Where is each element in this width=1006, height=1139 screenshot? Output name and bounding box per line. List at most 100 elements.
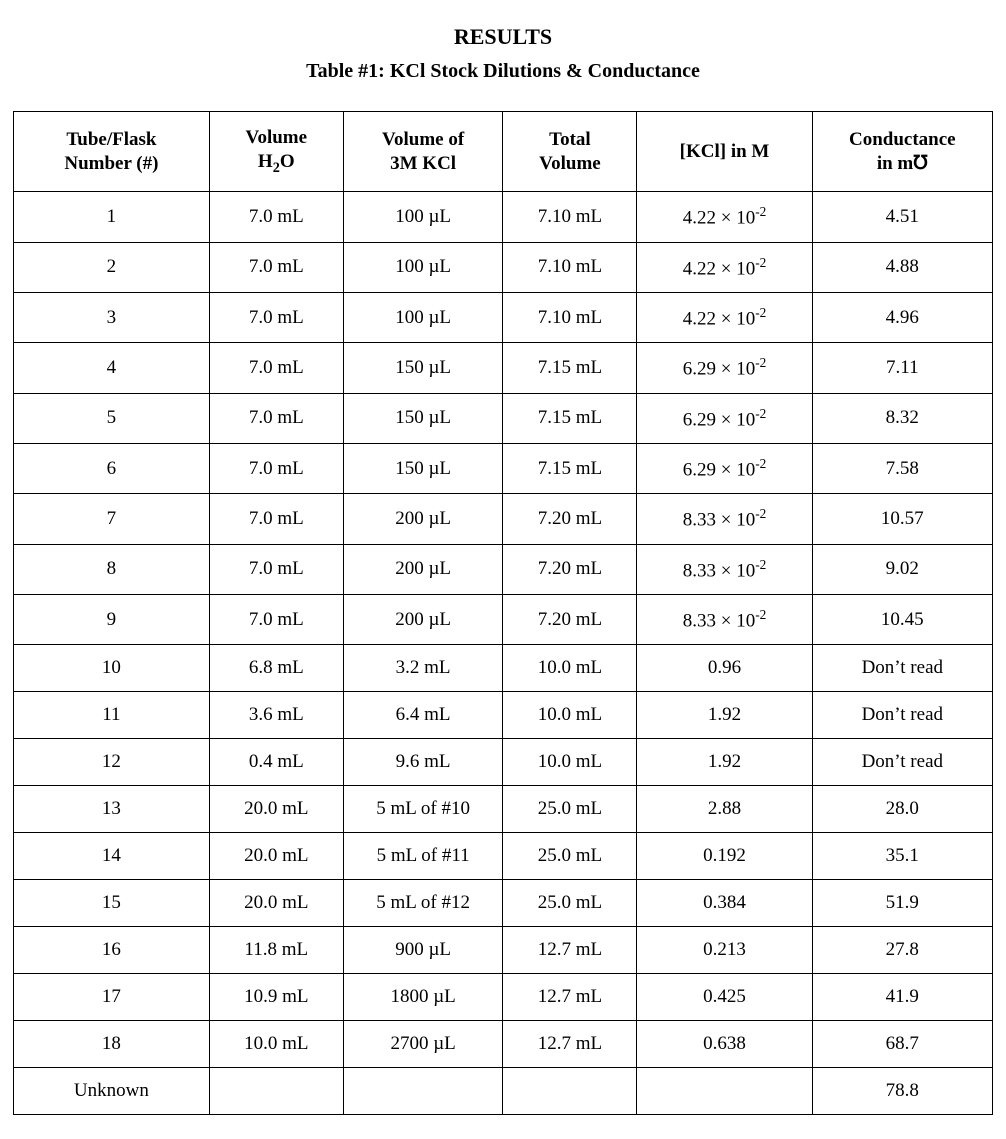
column-header-3: Volume of3M KCl <box>343 112 503 192</box>
table-cell: 6.4 mL <box>343 692 503 739</box>
table-cell: 3 <box>14 293 210 343</box>
table-cell: 7.0 mL <box>209 494 343 544</box>
table-cell: 25.0 mL <box>503 880 637 927</box>
table-cell <box>637 1068 812 1115</box>
table-cell: 10.0 mL <box>209 1021 343 1068</box>
table-cell: 16 <box>14 927 210 974</box>
table-row: 1420.0 mL5 mL of #1125.0 mL0.19235.1 <box>14 833 993 880</box>
table-cell: 8.32 <box>812 393 992 443</box>
table-cell: 0.192 <box>637 833 812 880</box>
table-cell: 12.7 mL <box>503 927 637 974</box>
table-cell: 0.213 <box>637 927 812 974</box>
table-row: 97.0 mL200 µL7.20 mL8.33 × 10-210.45 <box>14 594 993 644</box>
table-cell: 4.22 × 10-2 <box>637 293 812 343</box>
table-cell: 5 mL of #11 <box>343 833 503 880</box>
table-cell: 10.0 mL <box>503 739 637 786</box>
table-cell: 10.57 <box>812 494 992 544</box>
table-cell: 1.92 <box>637 692 812 739</box>
table-cell: 12.7 mL <box>503 974 637 1021</box>
table-cell: 0.4 mL <box>209 739 343 786</box>
column-header-5: [KCl] in M <box>637 112 812 192</box>
table-cell: 100 µL <box>343 293 503 343</box>
table-cell <box>343 1068 503 1115</box>
table-cell: 6.29 × 10-2 <box>637 444 812 494</box>
table-cell: 7.20 mL <box>503 594 637 644</box>
table-cell: 10.45 <box>812 594 992 644</box>
table-cell: 200 µL <box>343 594 503 644</box>
table-cell: 8 <box>14 544 210 594</box>
table-cell: 0.384 <box>637 880 812 927</box>
table-cell: 6 <box>14 444 210 494</box>
table-cell: 4.88 <box>812 242 992 292</box>
table-cell: 5 mL of #12 <box>343 880 503 927</box>
table-cell: 11.8 mL <box>209 927 343 974</box>
table-cell: Unknown <box>14 1068 210 1115</box>
table-cell: 18 <box>14 1021 210 1068</box>
table-cell: 7.20 mL <box>503 544 637 594</box>
table-cell: 8.33 × 10-2 <box>637 494 812 544</box>
table-cell: 0.425 <box>637 974 812 1021</box>
table-cell: 7.20 mL <box>503 494 637 544</box>
table-cell: 200 µL <box>343 544 503 594</box>
table-cell: 0.638 <box>637 1021 812 1068</box>
table-cell: 9.02 <box>812 544 992 594</box>
table-cell: 4.96 <box>812 293 992 343</box>
table-cell: 100 µL <box>343 192 503 242</box>
table-row: 67.0 mL150 µL7.15 mL6.29 × 10-27.58 <box>14 444 993 494</box>
table-cell: 20.0 mL <box>209 880 343 927</box>
table-cell: 100 µL <box>343 242 503 292</box>
table-cell: 7.0 mL <box>209 594 343 644</box>
table-cell: 8.33 × 10-2 <box>637 594 812 644</box>
table-cell: 1 <box>14 192 210 242</box>
table-body: 17.0 mL100 µL7.10 mL4.22 × 10-24.5127.0 … <box>14 192 993 1115</box>
table-cell: 41.9 <box>812 974 992 1021</box>
table-cell: 7.0 mL <box>209 343 343 393</box>
table-cell <box>503 1068 637 1115</box>
table-row: 120.4 mL9.6 mL10.0 mL1.92Don’t read <box>14 739 993 786</box>
table-cell: 51.9 <box>812 880 992 927</box>
table-cell: 8.33 × 10-2 <box>637 544 812 594</box>
dilutions-table: Tube/FlaskNumber (#)VolumeH2OVolume of3M… <box>13 111 993 1115</box>
table-cell <box>209 1068 343 1115</box>
table-cell: 4 <box>14 343 210 393</box>
table-cell: 6.29 × 10-2 <box>637 343 812 393</box>
table-row: 1611.8 mL900 µL12.7 mL0.21327.8 <box>14 927 993 974</box>
column-header-4: TotalVolume <box>503 112 637 192</box>
column-header-2: VolumeH2O <box>209 112 343 192</box>
table-cell: 2.88 <box>637 786 812 833</box>
table-cell: 6.29 × 10-2 <box>637 393 812 443</box>
table-cell: 2 <box>14 242 210 292</box>
table-row: 77.0 mL200 µL7.20 mL8.33 × 10-210.57 <box>14 494 993 544</box>
table-cell: 150 µL <box>343 393 503 443</box>
table-cell: 7.0 mL <box>209 293 343 343</box>
table-cell: Don’t read <box>812 739 992 786</box>
table-cell: 12 <box>14 739 210 786</box>
table-cell: 4.22 × 10-2 <box>637 242 812 292</box>
table-row: 1520.0 mL5 mL of #1225.0 mL0.38451.9 <box>14 880 993 927</box>
table-cell: 1.92 <box>637 739 812 786</box>
table-row: Unknown 78.8 <box>14 1068 993 1115</box>
table-row: 37.0 mL100 µL7.10 mL4.22 × 10-24.96 <box>14 293 993 343</box>
table-row: 87.0 mL200 µL7.20 mL8.33 × 10-29.02 <box>14 544 993 594</box>
table-cell: 7.10 mL <box>503 242 637 292</box>
table-cell: 68.7 <box>812 1021 992 1068</box>
table-cell: 20.0 mL <box>209 833 343 880</box>
table-row: 17.0 mL100 µL7.10 mL4.22 × 10-24.51 <box>14 192 993 242</box>
table-cell: 5 <box>14 393 210 443</box>
table-cell: 9.6 mL <box>343 739 503 786</box>
table-row: 1710.9 mL1800 µL12.7 mL0.42541.9 <box>14 974 993 1021</box>
table-cell: 7.0 mL <box>209 444 343 494</box>
table-cell: 14 <box>14 833 210 880</box>
table-cell: 6.8 mL <box>209 645 343 692</box>
table-cell: 78.8 <box>812 1068 992 1115</box>
column-header-1: Tube/FlaskNumber (#) <box>14 112 210 192</box>
table-cell: 7.58 <box>812 444 992 494</box>
table-cell: 7.0 mL <box>209 544 343 594</box>
table-cell: 7.10 mL <box>503 192 637 242</box>
table-cell: 4.22 × 10-2 <box>637 192 812 242</box>
table-cell: 2700 µL <box>343 1021 503 1068</box>
table-cell: 150 µL <box>343 444 503 494</box>
table-cell: 5 mL of #10 <box>343 786 503 833</box>
table-row: 27.0 mL100 µL7.10 mL4.22 × 10-24.88 <box>14 242 993 292</box>
table-cell: 7.0 mL <box>209 393 343 443</box>
